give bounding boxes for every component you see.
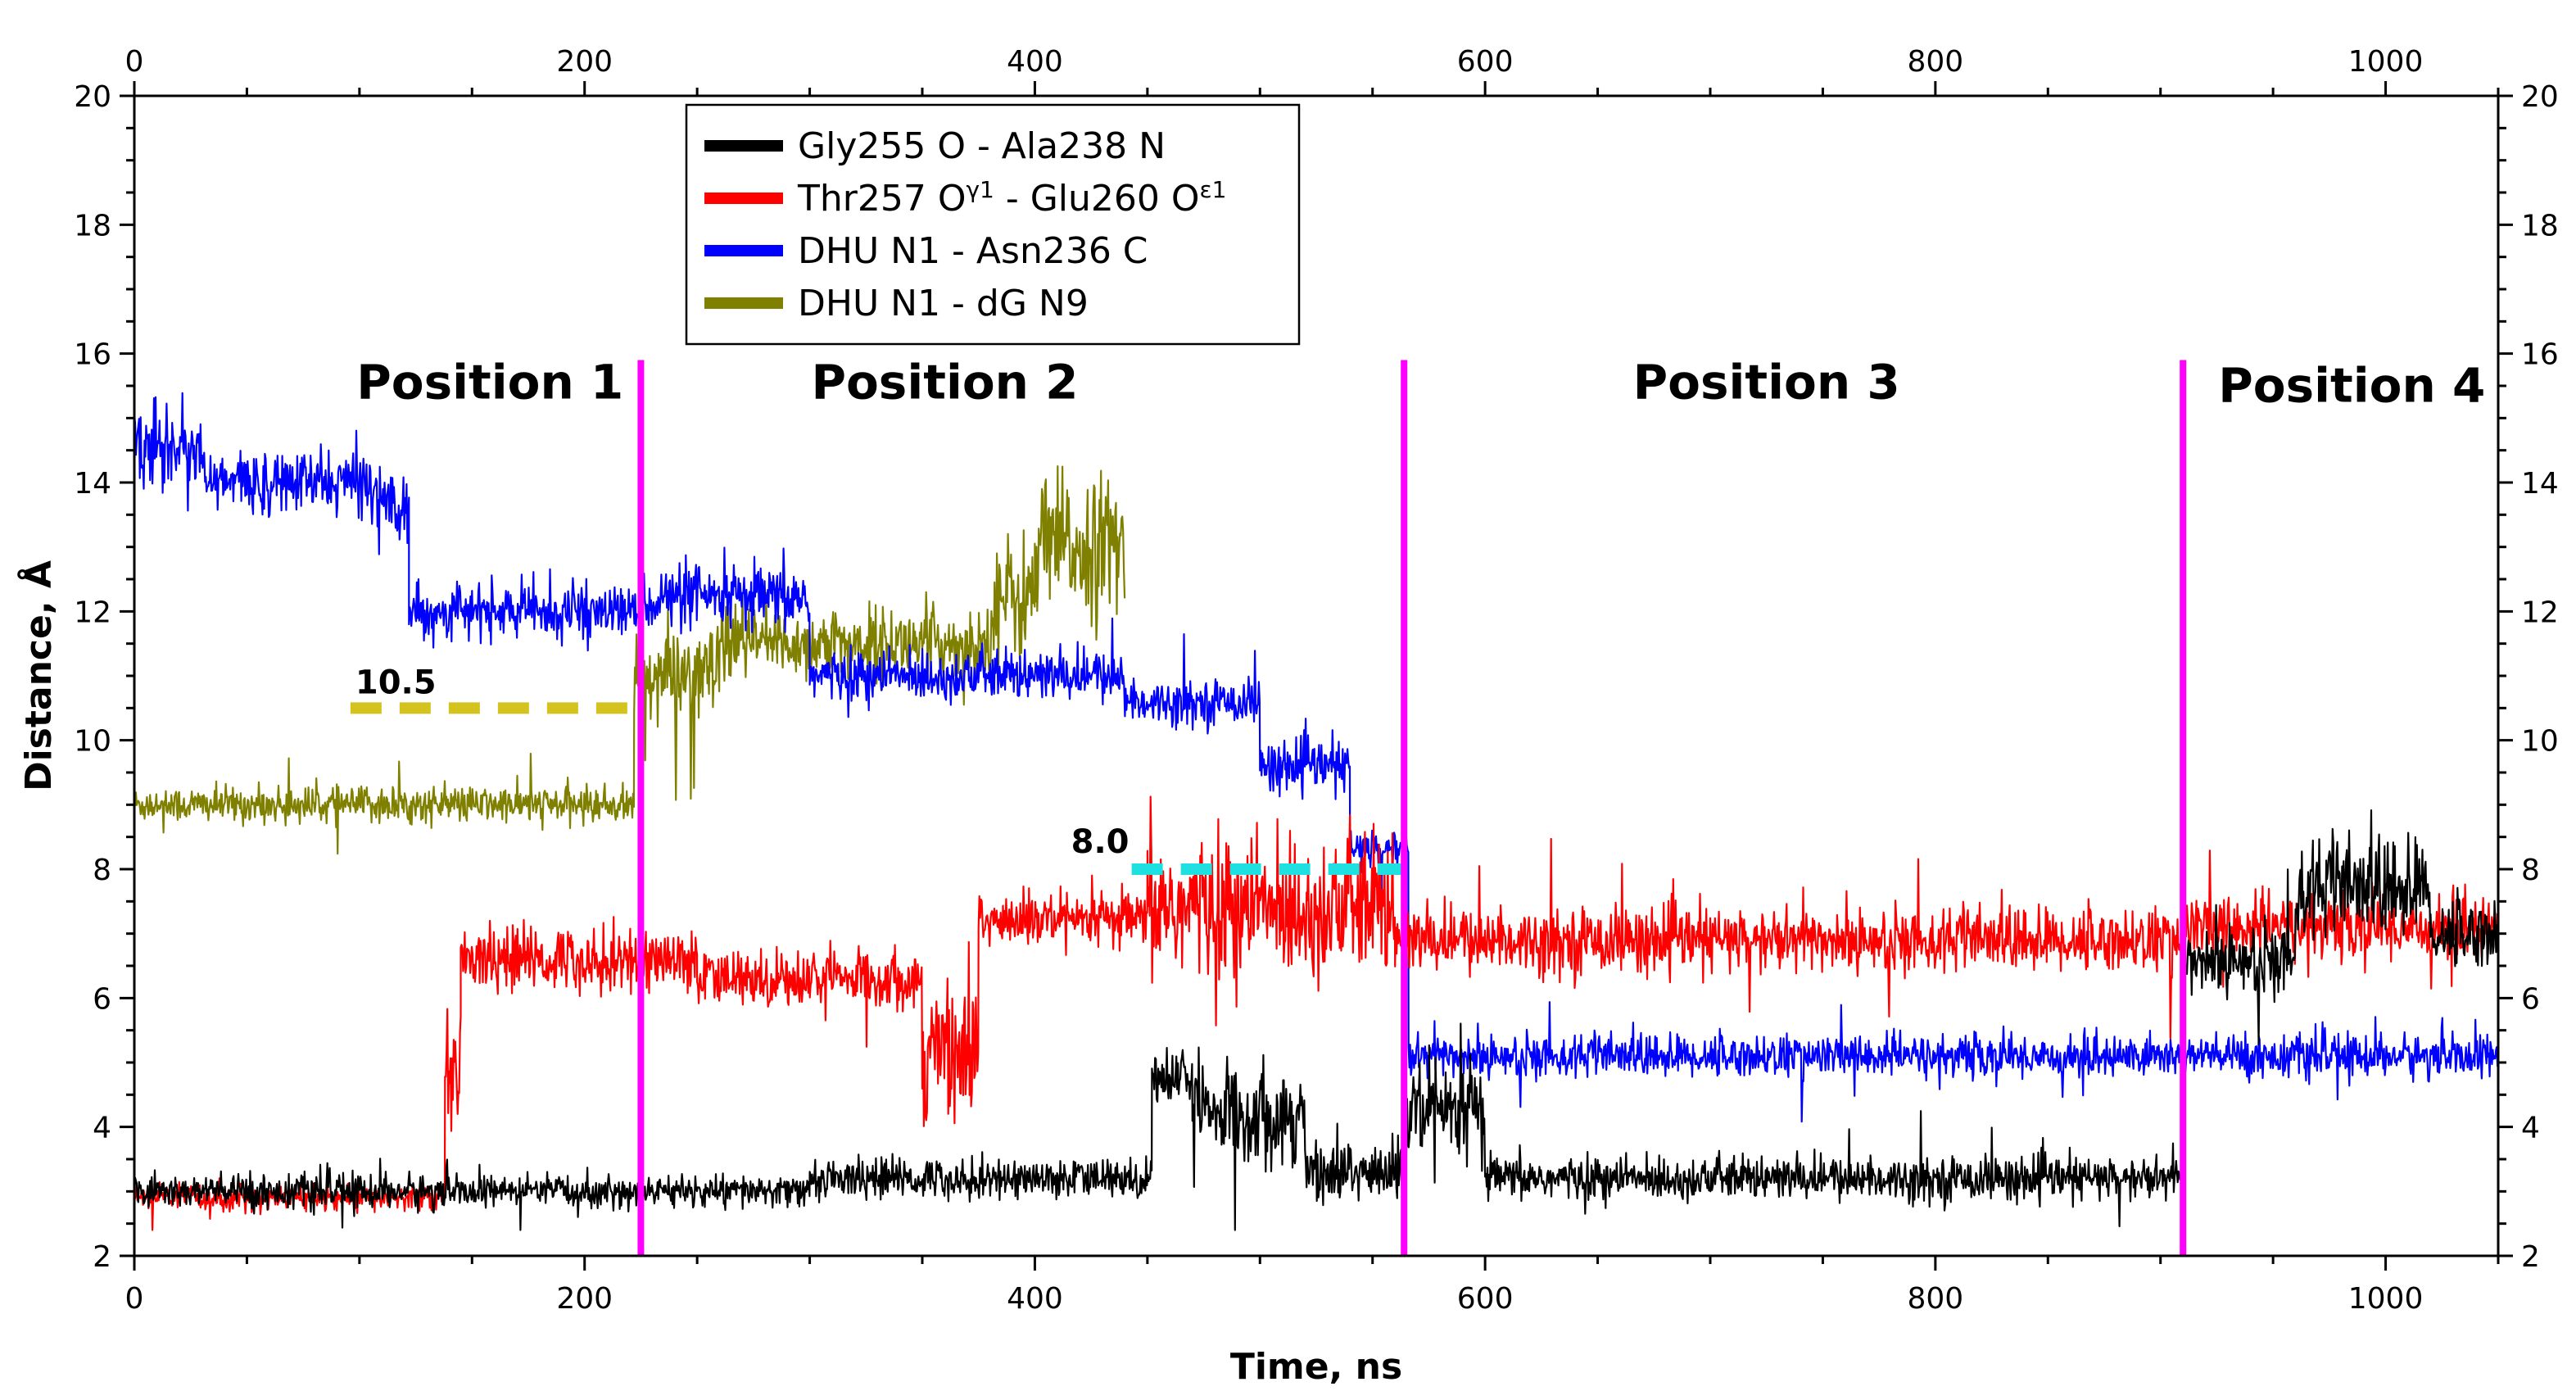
y-tick-label-left: 4 [93,1112,111,1145]
reference-label-0: 10.5 [355,664,437,701]
legend-entry-0: Gly255 O - Ala238 N [798,125,1166,167]
reference-lines-group: 10.5 8.0 [350,664,1406,875]
x-tick-label-bottom: 1000 [2348,1282,2424,1316]
series-line-3 [133,465,1126,855]
legend-box [685,103,1301,346]
axes-group: 0 0 200 200 400 400 600 600 800 800 1000 1000 2 2 4 4 6 6… [16,45,2559,1388]
legend-text-part: - Glu260 O [994,178,1200,220]
series-line-1 [133,795,2499,1231]
x-axis-title: Time, ns [1230,1346,1402,1388]
reference-label-1: 8.0 [1071,823,1130,861]
legend: Gly255 O - Ala238 N Thr257 Oγ1 - Glu260 O… [685,103,1301,346]
y-tick-label-left: 14 [74,467,111,501]
y-tick-label-right: 18 [2521,209,2559,242]
x-tick-label-top: 0 [125,45,144,79]
position-label-4: Position 4 [2218,358,2485,414]
position-label-2: Position 2 [811,355,1078,410]
x-tick-label-bottom: 800 [1907,1282,1963,1316]
position-label-3: Position 3 [1633,355,1900,410]
legend-text-part: Gly255 O - Ala238 N [798,125,1166,167]
y-tick-label-right: 6 [2521,982,2540,1016]
y-tick-label-left: 12 [74,596,111,629]
legend-text-part: DHU N1 - Asn236 C [798,230,1148,272]
y-tick-label-right: 8 [2521,854,2540,887]
x-tick-label-top: 400 [1007,45,1063,79]
position-label-1: Position 1 [356,355,623,410]
y-tick-label-left: 6 [93,982,111,1016]
x-tick-label-top: 800 [1907,45,1963,79]
x-tick-label-top: 1000 [2348,45,2424,79]
y-tick-label-left: 8 [93,854,111,887]
y-tick-label-right: 12 [2521,596,2559,629]
x-tick-label-bottom: 200 [556,1282,613,1316]
position-labels-group: Position 1 Position 2 Position 3 Position 4 [356,355,2485,414]
legend-entry-2: DHU N1 - Asn236 C [798,230,1148,272]
y-axis-title: Distance, Å [16,560,60,791]
position-dividers-group [637,360,2187,1256]
x-tick-label-bottom: 0 [125,1282,144,1316]
legend-text-part: ε1 [1200,176,1227,203]
y-tick-label-left: 20 [74,80,111,114]
series-line-2 [133,392,2499,1123]
x-tick-label-top: 200 [556,45,613,79]
series-group [133,392,2499,1231]
y-tick-label-right: 14 [2521,467,2559,501]
legend-text-part: Thr257 O [797,178,966,220]
legend-entry-3: DHU N1 - dG N9 [798,283,1089,324]
plot-frame [133,94,2500,1257]
legend-text-part: γ1 [966,176,994,203]
y-tick-label-left: 18 [74,209,111,242]
y-tick-label-left: 16 [74,338,111,372]
series-line-0 [133,809,2499,1231]
legend-text-part: DHU N1 - dG N9 [798,283,1089,324]
x-tick-label-bottom: 600 [1457,1282,1514,1316]
x-tick-label-top: 600 [1457,45,1514,79]
y-tick-label-right: 16 [2521,338,2559,372]
y-tick-label-right: 2 [2521,1240,2540,1274]
y-tick-label-right: 4 [2521,1112,2540,1145]
y-tick-label-left: 10 [74,725,111,759]
y-tick-label-right: 10 [2521,725,2559,759]
x-tick-label-bottom: 400 [1007,1282,1063,1316]
y-tick-label-right: 20 [2521,80,2559,114]
legend-entry-1: Thr257 Oγ1 - Glu260 Oε1 [797,176,1226,220]
y-tick-label-left: 2 [93,1240,111,1274]
